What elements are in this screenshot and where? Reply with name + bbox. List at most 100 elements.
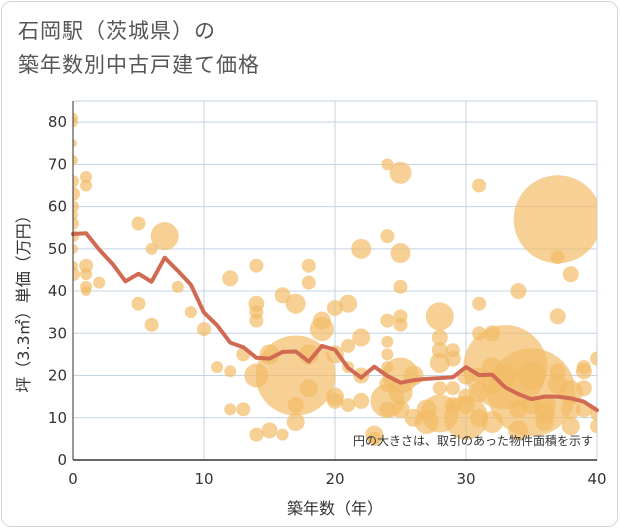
bubble-point <box>285 293 306 314</box>
bubble-point <box>472 178 487 193</box>
bubble-point <box>286 412 305 431</box>
bubble-point <box>575 380 592 397</box>
bubble-point <box>535 412 554 431</box>
bubble-point <box>211 361 224 374</box>
bubble-point <box>381 335 394 348</box>
bubble-point <box>144 317 159 332</box>
bubble-point <box>249 313 264 328</box>
bubble-point <box>73 155 78 166</box>
bubble-point <box>73 175 79 188</box>
x-tick-label: 0 <box>68 470 78 488</box>
bubble-point <box>561 417 580 436</box>
bubble-point <box>388 380 413 405</box>
y-tick-label: 50 <box>48 240 67 258</box>
bubble-point <box>224 403 237 416</box>
bubble-point <box>341 398 356 413</box>
bubble-point <box>391 400 410 419</box>
bubble-point <box>590 419 597 434</box>
chart-title: 石岡駅（茨城県）の 築年数別中古戸建て価格 <box>18 14 578 82</box>
bubble-point <box>171 280 184 293</box>
bubble-point <box>445 381 460 396</box>
bubble-point <box>390 243 411 264</box>
bubble-point <box>93 276 106 289</box>
bubble-point <box>73 139 77 148</box>
bubble-point <box>184 306 197 319</box>
y-tick-label: 10 <box>48 409 67 427</box>
bubble-point <box>444 395 488 440</box>
bubble-point <box>560 399 581 420</box>
x-tick-label: 10 <box>194 470 213 488</box>
bubble-point <box>381 348 394 361</box>
bubble-point <box>379 401 396 418</box>
bubble-point <box>432 381 447 396</box>
bubble-point <box>327 299 343 316</box>
average-price-trend-line <box>71 231 599 413</box>
bubble-point <box>389 161 412 184</box>
bubble-point <box>73 267 80 282</box>
bubble-point <box>73 117 78 128</box>
trend-line-group <box>71 231 599 413</box>
bubble-point <box>301 275 316 290</box>
bubble-point <box>301 258 316 273</box>
bubble-point <box>352 328 371 347</box>
bubble-point <box>562 266 579 283</box>
y-axis-label: 坪（3.3㎡）単価（万円） <box>14 207 33 392</box>
bubble-point <box>299 379 318 398</box>
bubble-point <box>590 351 597 366</box>
bubble-point <box>197 322 211 337</box>
bubble-point <box>341 338 356 353</box>
bubble-point <box>327 392 343 409</box>
bubble-point <box>249 427 264 442</box>
bubble-point <box>249 258 264 273</box>
axes: 0 10 20 30 40 0 10 20 30 40 50 60 70 80 <box>48 101 607 488</box>
bubble-point <box>549 308 566 325</box>
bubble-point <box>80 171 93 184</box>
bubble-point <box>73 186 80 201</box>
bubble-point <box>81 286 92 297</box>
bubble-point <box>381 158 394 171</box>
bubble-point <box>73 243 78 254</box>
bubble-point <box>150 222 179 251</box>
bubble-point <box>80 268 93 281</box>
title-line-2: 築年数別中古戸建て価格 <box>18 53 260 77</box>
bubble-point <box>367 431 382 446</box>
y-tick-label: 40 <box>48 282 67 300</box>
bubble-point <box>276 428 289 441</box>
bubble-point <box>429 352 450 373</box>
bubble-series <box>73 112 597 446</box>
x-tick-label: 40 <box>587 470 606 488</box>
bubble-point <box>131 216 146 231</box>
bubble-point <box>73 217 79 230</box>
bubble-point <box>274 287 291 304</box>
x-tick-label: 30 <box>456 470 475 488</box>
bubble-point <box>380 229 395 244</box>
bubble-point <box>73 210 78 221</box>
y-tick-label: 70 <box>48 155 67 173</box>
bubble-point <box>353 392 370 409</box>
bubble-size-note: 円の大きさは、取引のあった物件面積を示す <box>353 433 593 448</box>
bubble-point <box>309 317 334 342</box>
bubble-point <box>513 175 597 264</box>
x-axis-label: 築年数（年） <box>287 499 383 518</box>
bubble-point <box>444 350 461 367</box>
x-tick-label: 20 <box>325 470 344 488</box>
bubble-point <box>472 296 487 311</box>
bubble-point <box>79 258 94 273</box>
bubble-point <box>575 363 592 380</box>
bubble-point <box>425 302 454 331</box>
bubble-point <box>380 313 395 328</box>
bubble-point <box>393 279 408 294</box>
bubble-point <box>351 238 372 259</box>
y-tick-label: 20 <box>48 367 67 385</box>
title-line-1: 石岡駅（茨城県）の <box>18 19 216 43</box>
bubble-point <box>236 402 251 417</box>
bubble-point <box>131 296 146 311</box>
bubble-point <box>222 270 239 287</box>
bubble-point <box>224 365 237 378</box>
bubble-point <box>339 294 358 313</box>
y-tick-label: 0 <box>57 451 67 469</box>
bubble-point <box>80 179 93 192</box>
bubble-point <box>261 422 278 439</box>
bubble-point <box>431 329 448 346</box>
